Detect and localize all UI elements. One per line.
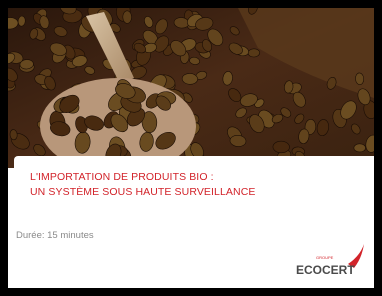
logo-small: GROUPE (316, 255, 334, 260)
duration: Durée: 15 minutes (16, 230, 94, 241)
title-line: L'IMPORTATION DE PRODUITS BIO : (30, 171, 214, 183)
bean (248, 49, 260, 58)
course-card[interactable]: L'IMPORTATION DE PRODUITS BIO : UN SYSTÈ… (8, 8, 374, 288)
coffee-photo (8, 8, 374, 168)
course-title: L'IMPORTATION DE PRODUITS BIO : UN SYSTÈ… (30, 170, 256, 200)
page: {"title_lines": ["L'IMPORTATION DE PRODU… (0, 0, 382, 296)
bean (354, 144, 366, 152)
bean (123, 11, 132, 24)
logo-name: ECOCERT (296, 263, 355, 277)
ecocert-logo: GROUPE ECOCERT (290, 242, 370, 282)
title-line: UN SYSTÈME SOUS HAUTE SURVEILLANCE (30, 186, 256, 198)
bean (273, 141, 290, 153)
